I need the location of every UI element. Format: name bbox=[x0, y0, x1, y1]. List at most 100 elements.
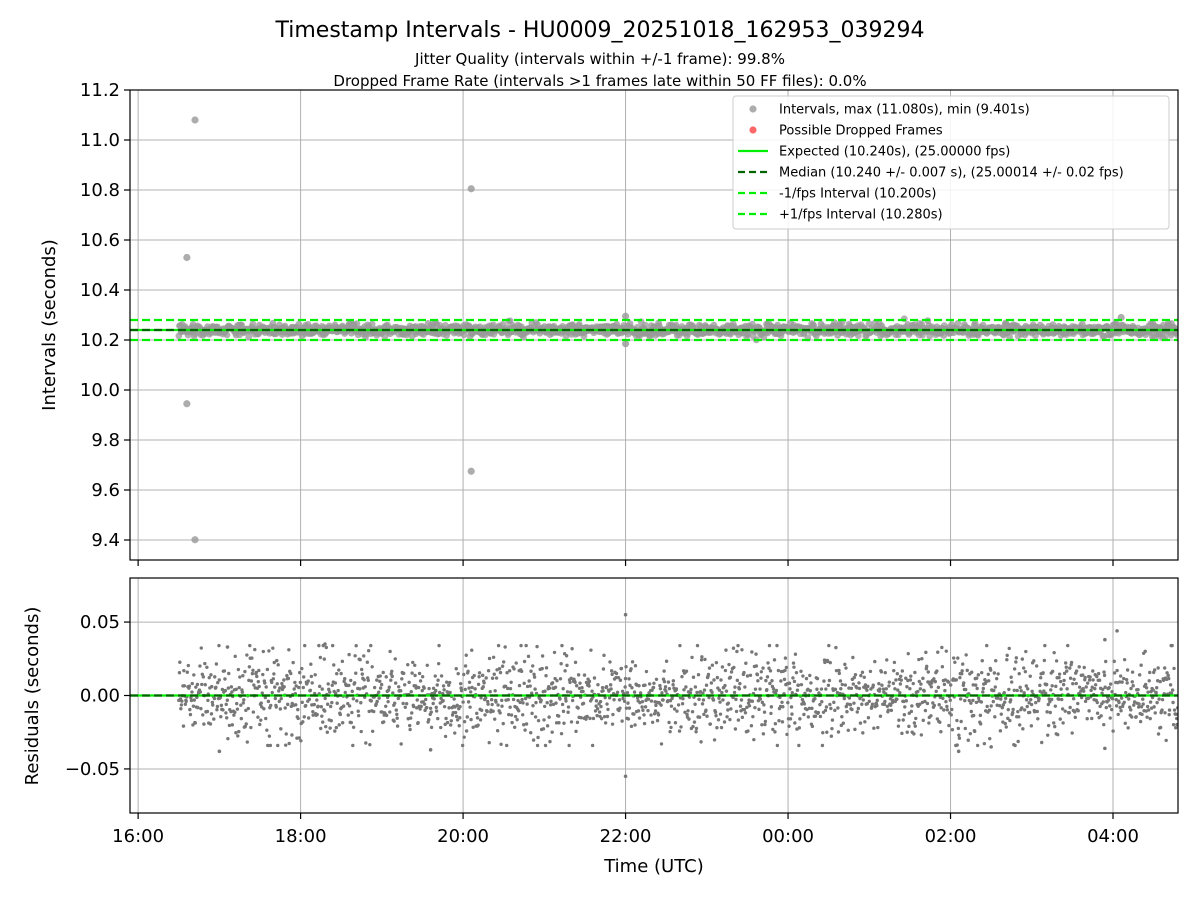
residual-point bbox=[847, 696, 852, 700]
residual-point bbox=[878, 687, 882, 691]
residual-point bbox=[439, 674, 444, 678]
residual-point bbox=[1019, 689, 1023, 693]
residual-point bbox=[486, 669, 491, 673]
residual-point bbox=[294, 703, 298, 707]
residual-point bbox=[949, 713, 953, 717]
residual-point bbox=[699, 740, 703, 744]
residual-point bbox=[920, 657, 924, 661]
chart-subtitle-jitter: Jitter Quality (intervals within +/-1 fr… bbox=[414, 50, 785, 68]
residual-point bbox=[767, 666, 771, 670]
residual-point bbox=[845, 702, 850, 706]
residual-outlier-point bbox=[217, 749, 222, 754]
residual-point bbox=[1028, 674, 1032, 678]
residual-point bbox=[545, 700, 549, 705]
residual-point bbox=[726, 708, 730, 712]
residual-point bbox=[999, 712, 1003, 716]
residual-point bbox=[758, 687, 762, 691]
residual-point bbox=[505, 671, 509, 675]
residual-point bbox=[783, 656, 788, 660]
residual-point bbox=[1053, 704, 1058, 708]
residual-point bbox=[497, 667, 502, 671]
residual-point bbox=[547, 715, 551, 719]
residual-point bbox=[889, 708, 894, 713]
residual-point bbox=[879, 670, 884, 674]
residual-point bbox=[479, 696, 483, 700]
residual-point bbox=[710, 690, 714, 695]
residual-point bbox=[660, 691, 664, 695]
residual-point bbox=[664, 689, 668, 693]
residual-point bbox=[727, 662, 731, 667]
residual-point bbox=[729, 707, 733, 711]
residual-point bbox=[526, 654, 531, 659]
residual-point bbox=[574, 729, 578, 734]
residual-point bbox=[989, 704, 993, 708]
residual-point bbox=[210, 700, 215, 705]
residual-point bbox=[618, 678, 623, 682]
residual-point bbox=[707, 666, 712, 670]
residual-point bbox=[824, 687, 828, 691]
residual-point bbox=[840, 682, 844, 687]
residual-point bbox=[622, 699, 627, 704]
residual-point bbox=[866, 715, 871, 720]
residual-point bbox=[232, 713, 236, 717]
residual-point bbox=[468, 705, 472, 709]
residual-point bbox=[508, 686, 513, 691]
residual-point bbox=[820, 743, 825, 748]
plot-frame bbox=[129, 577, 1179, 814]
residual-point bbox=[201, 675, 206, 679]
interval-point bbox=[641, 321, 649, 329]
residual-point bbox=[610, 672, 614, 677]
residual-point bbox=[1076, 701, 1080, 706]
residual-point bbox=[235, 707, 240, 711]
residual-point bbox=[749, 724, 754, 728]
residual-point bbox=[559, 661, 563, 666]
residual-point bbox=[941, 696, 945, 701]
residual-point bbox=[286, 702, 290, 707]
residual-point bbox=[870, 702, 875, 706]
residual-point bbox=[496, 643, 501, 648]
residual-point bbox=[463, 687, 467, 692]
residual-point bbox=[887, 680, 891, 684]
residual-point bbox=[760, 723, 764, 727]
residual-point bbox=[916, 689, 920, 694]
residual-point bbox=[406, 663, 410, 667]
residual-point bbox=[1117, 680, 1122, 684]
residual-point bbox=[1110, 697, 1115, 701]
residual-point bbox=[1074, 681, 1078, 686]
residual-point bbox=[906, 651, 910, 656]
residual-point bbox=[536, 735, 540, 740]
residual-point bbox=[940, 665, 945, 669]
residual-point bbox=[263, 681, 267, 685]
residual-point bbox=[740, 715, 745, 720]
residual-point bbox=[454, 714, 459, 719]
residual-point bbox=[1137, 673, 1142, 677]
residual-point bbox=[214, 662, 219, 666]
residual-point bbox=[996, 696, 1000, 700]
residual-point bbox=[635, 696, 640, 700]
residual-outlier-point bbox=[1103, 746, 1107, 751]
residual-point bbox=[1147, 679, 1151, 683]
residual-point bbox=[520, 697, 524, 702]
residual-point bbox=[189, 695, 193, 700]
residual-point bbox=[449, 719, 453, 723]
residual-point bbox=[713, 710, 718, 714]
residual-point bbox=[1073, 710, 1077, 714]
residual-point bbox=[766, 661, 770, 665]
residual-point bbox=[388, 649, 392, 654]
residual-point bbox=[341, 704, 346, 708]
residual-point bbox=[632, 712, 636, 716]
residual-point bbox=[671, 682, 675, 687]
residual-point bbox=[1175, 722, 1178, 727]
residual-point bbox=[861, 731, 865, 735]
residual-point bbox=[1034, 664, 1039, 668]
residual-point bbox=[529, 669, 533, 673]
residual-point bbox=[1007, 687, 1011, 692]
residual-point bbox=[209, 712, 214, 716]
residual-point bbox=[742, 670, 746, 675]
residual-point bbox=[948, 698, 952, 702]
residual-point bbox=[580, 686, 584, 690]
residual-point bbox=[1118, 674, 1123, 678]
residual-point bbox=[284, 743, 288, 747]
residual-point bbox=[844, 666, 848, 670]
residual-point bbox=[982, 741, 987, 746]
